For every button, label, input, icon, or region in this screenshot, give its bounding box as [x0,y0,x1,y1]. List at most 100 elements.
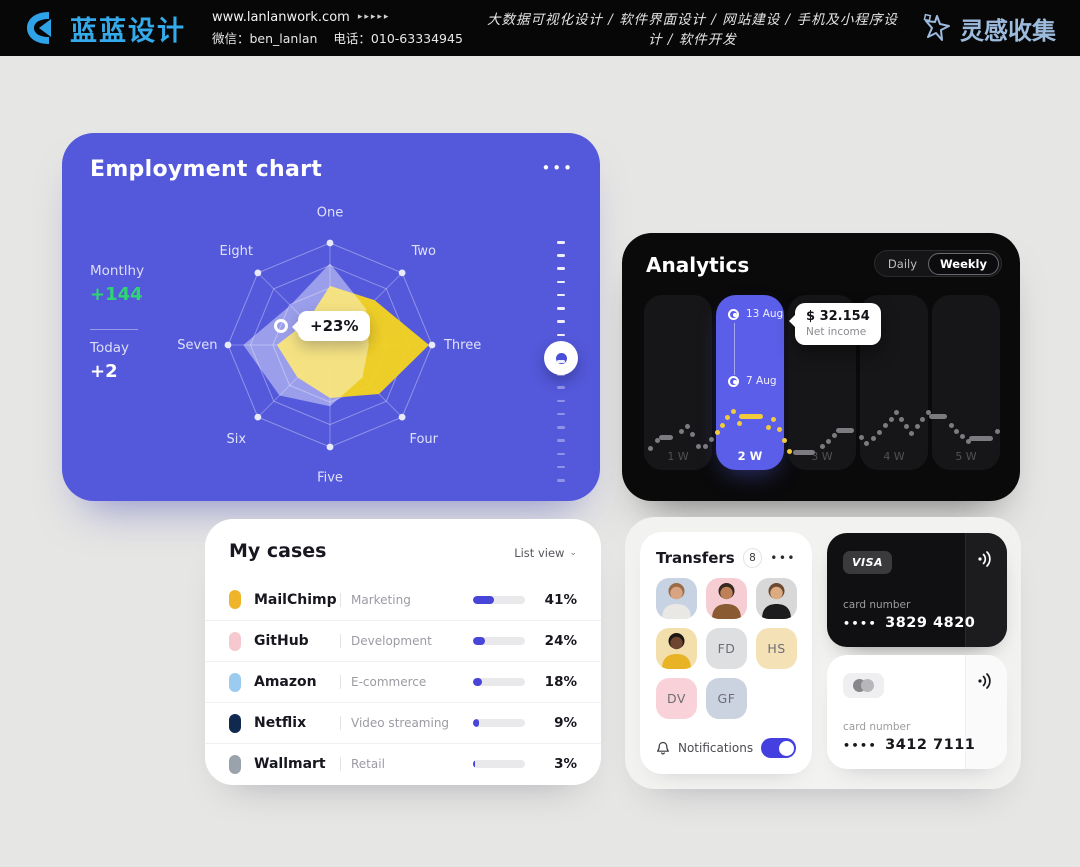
initials-label: FD [717,641,736,656]
radar-axis-label: One [317,205,343,220]
arrows-decoration: ▸▸▸▸▸ [357,12,391,22]
analytics-columns: 1 W 13 Aug 7 Aug 2 W 3 W 4 W 5 W [644,295,1000,470]
person-photo [662,633,691,669]
case-row[interactable]: Amazon E-commerce 18% [205,661,601,702]
case-name: Amazon [254,674,317,690]
contact-avatar[interactable] [656,628,697,669]
my-cases-title: My cases [229,540,327,562]
contact-initials[interactable]: DV [656,678,697,719]
progress-fill [473,678,483,686]
bank-card-visa[interactable]: VISA card number •••• 3829 4820 [827,533,1007,647]
tooltip-label: Net income [806,326,867,338]
week-column-5w[interactable]: 5 W [932,295,1000,470]
collect-brand: 灵感收集 [922,11,1056,46]
analytics-card: Analytics Daily Weekly 1 W 13 Aug 7 Aug 2 W 3… [622,233,1020,501]
brand-name: 蓝蓝设计 [70,15,186,47]
employment-title: Employment chart [90,157,323,182]
week-label: 4 W [883,450,905,463]
case-category: Retail [351,757,385,771]
card-strip [965,655,1007,769]
slider-tick [557,293,565,297]
employment-menu-button[interactable]: ••• [541,159,574,177]
website-link[interactable]: www.lanlanwork.com [212,9,350,25]
period-toggle: Daily Weekly [873,250,1002,277]
slider-tick [557,280,565,284]
card-number-label: card number [843,599,911,611]
contact-initials[interactable]: HS [756,628,797,669]
radar-chart: One Two Three Four Five Six Seven Eight [130,193,530,503]
progress-track [473,760,525,768]
contact-avatar[interactable] [756,578,797,619]
radar-axis-label: Seven [177,338,217,353]
person-photo [662,583,691,619]
week-column-1w[interactable]: 1 W [644,295,712,470]
today-stat: Today +2 [90,340,129,382]
progress-fill [473,595,495,604]
radar-axis-label: Four [409,432,438,447]
card-number: 3829 4820 [885,615,976,631]
radar-axis-label: Two [411,244,436,259]
tooltip-value: $ 32.154 [806,309,870,324]
week-column-2w[interactable]: 13 Aug 7 Aug 2 W [716,295,784,470]
vertical-slider [544,241,578,482]
slider-tick [557,399,565,403]
radar-axis-label: Eight [220,244,253,259]
divider [340,634,341,648]
brand: 蓝蓝设计 [24,9,186,48]
progress-fill [473,719,479,727]
net-income-tooltip: $ 32.154 Net income [789,303,881,345]
bank-card-mastercard[interactable]: card number •••• 3412 7111 [827,655,1007,769]
case-percent: 18% [544,674,577,690]
contacts-grid: FD HS DV GF [656,578,798,719]
slider-knob[interactable] [544,341,578,375]
case-category: E-commerce [351,675,427,689]
contact-initials[interactable]: GF [706,678,747,719]
case-name: MailChimp [254,591,337,608]
case-brand-icon [229,590,241,609]
slider-tick [557,412,565,416]
slider-tick [557,439,565,442]
progress-fill [473,760,475,768]
radar-point-marker [274,319,288,333]
notifications-toggle[interactable] [761,738,796,758]
today-label: Today [90,340,130,356]
slider-tick [557,320,565,323]
slider-tick [557,267,565,270]
monthly-label: Montlhy [90,263,145,279]
case-row[interactable]: GitHub Development 24% [205,620,601,661]
contact-avatar[interactable] [656,578,697,619]
case-row[interactable]: MailChimp Marketing 41% [205,579,601,620]
toggle-option-weekly[interactable]: Weekly [928,252,999,275]
contactless-icon [978,551,991,567]
divider [340,592,341,607]
contact-avatar[interactable] [706,578,747,619]
transfers-menu-button[interactable]: ••• [770,551,796,565]
slider-tick [557,373,565,376]
progress-track [473,595,525,604]
toggle-option-daily[interactable]: Daily [887,256,918,271]
initials-label: GF [717,691,736,706]
employment-chart-card: Employment chart ••• Montlhy +144 Today … [62,133,600,501]
contactless-icon [978,673,991,689]
growth-badge: +23% [291,311,371,341]
analytics-title: Analytics [646,253,750,277]
case-row[interactable]: Wallmart Retail 3% [205,743,601,784]
list-view-dropdown[interactable]: List view ⌄ [514,546,577,560]
radar-axis-label: Six [226,432,246,447]
week-label: 2 W [737,449,763,463]
slider-tick [557,360,565,363]
person-photo [762,583,791,619]
slider-tick [557,386,565,389]
case-name: Netflix [254,715,307,731]
case-name: Wallmart [254,756,326,772]
stat-divider [90,329,138,330]
my-cases-card: My cases List view ⌄ MailChimp Marketing… [205,519,601,785]
masked-digits: •••• [843,616,878,630]
progress-fill [473,637,486,645]
star-icon [923,13,950,41]
person-photo [712,583,741,619]
wechat-id: 微信：ben_lanlan [212,30,318,46]
contact-initials[interactable]: FD [706,628,747,669]
case-row[interactable]: Netflix Video streaming 9% [205,702,601,743]
phone-number: 电话：010-63334945 [333,30,463,46]
